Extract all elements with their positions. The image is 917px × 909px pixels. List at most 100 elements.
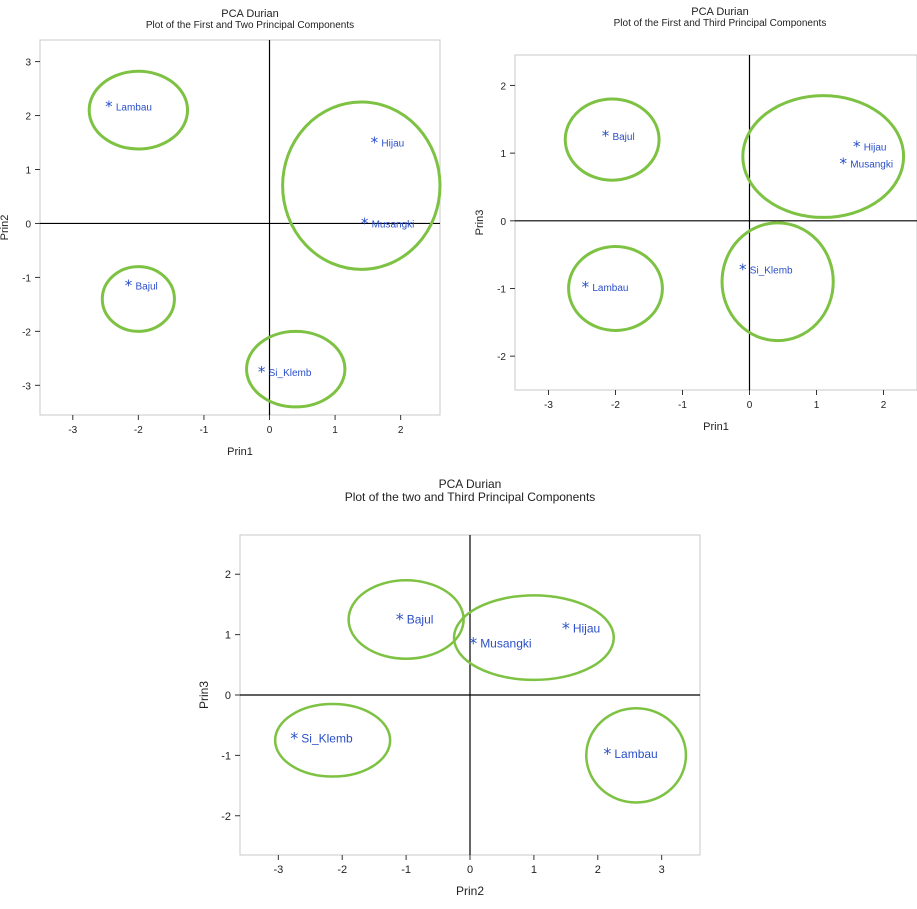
x-tick-label: -3: [273, 864, 283, 876]
y-axis-label: Prin3: [197, 681, 211, 709]
x-tick-label: 0: [467, 864, 473, 876]
data-point-label: Bajul: [407, 613, 434, 627]
y-tick-label: 2: [25, 112, 31, 123]
chart-title: PCA Durian: [438, 477, 502, 491]
y-axis-label: Prin3: [474, 210, 486, 236]
data-point-label: Lambau: [592, 283, 628, 294]
data-point-label: Musangki: [850, 159, 893, 170]
y-tick-label: 0: [225, 690, 231, 702]
x-axis-label: Prin2: [456, 884, 484, 898]
x-tick-label: 2: [881, 400, 887, 411]
x-tick-label: 1: [531, 864, 537, 876]
cluster-ellipse: [563, 97, 661, 182]
x-tick-label: -2: [611, 400, 620, 411]
data-point-marker: *: [853, 137, 861, 155]
cluster-ellipse: [741, 94, 906, 219]
x-tick-label: -1: [199, 425, 208, 436]
x-tick-label: -1: [401, 864, 411, 876]
chart-title-block: PCA Durian Plot of the two and Third Pri…: [200, 477, 740, 505]
y-tick-label: -2: [22, 327, 31, 338]
cluster-ellipse: [87, 69, 190, 151]
data-point-marker: *: [125, 277, 133, 295]
chart-subtitle: Plot of the First and Two Principal Comp…: [145, 20, 355, 32]
data-point-label: Lambau: [614, 747, 657, 761]
cluster-ellipse: [273, 702, 392, 778]
chart-panel-prin1-prin3: PCA Durian Plot of the First and Third P…: [460, 0, 917, 460]
data-point-label: Si_Klemb: [301, 731, 353, 745]
x-tick-label: -2: [134, 425, 143, 436]
y-tick-label: 1: [500, 149, 506, 160]
data-point-marker: *: [469, 634, 477, 653]
x-tick-label: 0: [747, 400, 753, 411]
chart-title: PCA Durian: [221, 8, 279, 20]
cluster-ellipse: [452, 594, 615, 682]
y-tick-label: -1: [497, 284, 506, 295]
y-tick-label: 0: [500, 217, 506, 228]
plot-frame: [39, 39, 441, 416]
x-tick-label: 1: [814, 400, 820, 411]
x-tick-label: -2: [337, 864, 347, 876]
x-tick-label: 1: [332, 425, 338, 436]
y-axis-label: Prin2: [0, 215, 11, 241]
data-point-label: Lambau: [116, 102, 152, 113]
cluster-ellipse: [585, 707, 688, 804]
chart-panel-prin2-prin3: PCA Durian Plot of the two and Third Pri…: [160, 460, 760, 909]
y-tick-label: 2: [500, 81, 506, 92]
x-tick-label: 0: [267, 425, 273, 436]
y-tick-label: -1: [22, 273, 31, 284]
x-tick-label: 3: [659, 864, 665, 876]
data-point-marker: *: [840, 154, 848, 172]
plot-frame: [514, 54, 917, 391]
chart-title-block: PCA Durian Plot of the First and Third P…: [500, 6, 917, 29]
chart-panel-prin1-prin2: PCA Durian Plot of the First and Two Pri…: [0, 0, 460, 460]
y-tick-label: 1: [225, 630, 231, 642]
data-point-marker: *: [739, 261, 747, 279]
data-point-marker: *: [371, 134, 379, 152]
x-tick-label: -1: [678, 400, 687, 411]
y-tick-label: 0: [25, 219, 31, 230]
x-tick-label: -3: [544, 400, 553, 411]
data-point-label: Bajul: [136, 282, 158, 293]
data-point-marker: *: [603, 744, 611, 763]
chart-title: PCA Durian: [691, 6, 749, 18]
x-axis-label: Prin1: [703, 421, 729, 433]
chart-subtitle: Plot of the two and Third Principal Comp…: [344, 490, 596, 505]
y-tick-label: -2: [497, 352, 506, 363]
data-point-marker: *: [602, 127, 610, 145]
data-point-marker: *: [562, 619, 570, 638]
x-tick-label: -3: [68, 425, 77, 436]
data-point-marker: *: [105, 97, 113, 115]
data-point-label: Musangki: [480, 637, 531, 651]
y-tick-label: 1: [25, 165, 31, 176]
y-tick-label: -3: [22, 381, 31, 392]
data-point-label: Hijau: [864, 142, 887, 153]
y-tick-label: 2: [225, 569, 231, 581]
cluster-ellipse: [245, 329, 347, 409]
data-point-label: Bajul: [612, 132, 634, 143]
cluster-ellipse: [720, 221, 835, 343]
y-tick-label: -1: [221, 750, 231, 762]
data-point-label: Hijau: [573, 622, 600, 636]
x-axis-label: Prin1: [227, 446, 253, 458]
data-point-marker: *: [396, 610, 404, 629]
cluster-ellipse: [567, 245, 664, 332]
data-point-marker: *: [290, 728, 298, 747]
data-point-label: Si_Klemb: [750, 266, 793, 277]
data-point-marker: *: [361, 214, 369, 232]
cluster-ellipse: [347, 579, 465, 661]
y-tick-label: -2: [221, 811, 231, 823]
chart-subtitle: Plot of the First and Third Principal Co…: [613, 18, 827, 30]
data-point-label: Hijau: [381, 139, 404, 150]
x-tick-label: 2: [398, 425, 404, 436]
data-point-marker: *: [258, 363, 266, 381]
data-point-label: Musangki: [372, 219, 415, 230]
y-tick-label: 3: [25, 58, 31, 69]
cluster-ellipse: [281, 100, 442, 271]
data-point-label: Si_Klemb: [269, 368, 312, 379]
x-tick-label: 2: [595, 864, 601, 876]
cluster-ellipse: [100, 265, 176, 333]
chart-title-block: PCA Durian Plot of the First and Two Pri…: [40, 8, 460, 31]
